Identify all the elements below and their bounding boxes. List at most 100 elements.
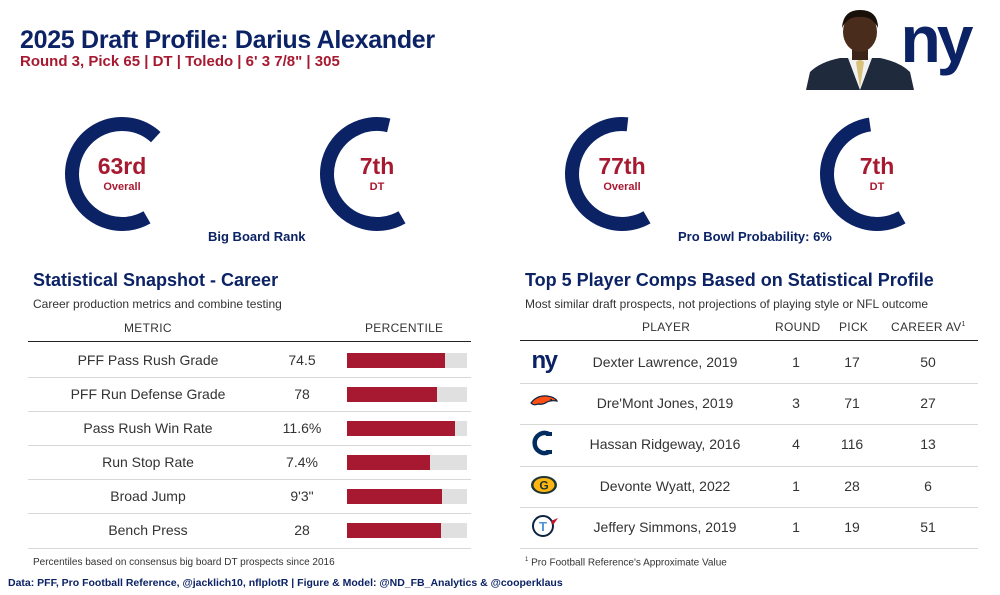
comps-title: Top 5 Player Comps Based on Statistical … — [525, 270, 934, 290]
row-divider — [520, 465, 978, 467]
big-board-caption: Big Board Rank — [208, 229, 306, 244]
comps-pick: 71 — [844, 395, 860, 412]
row-divider — [28, 445, 471, 446]
snapshot-header-rule — [28, 341, 471, 342]
comps-pick: 116 — [840, 436, 864, 453]
big-board-position-caption: DT — [369, 181, 385, 193]
snapshot-metric: Pass Rush Win Rate — [83, 420, 213, 436]
pro-bowl-position-ring — [820, 117, 934, 231]
page-title: 2025 Draft Profile: Darius Alexander — [20, 26, 435, 54]
svg-text:ny: ny — [900, 10, 973, 76]
snapshot-value: 28 — [294, 522, 310, 538]
broncos-logo-icon — [529, 389, 559, 415]
comps-round: 1 — [792, 354, 800, 370]
svg-text:T: T — [539, 519, 547, 534]
comps-col-av-text: CAREER AV — [891, 320, 962, 334]
titans-logo-icon: T — [529, 513, 559, 539]
comps-footnote: 1 Pro Football Reference's Approximate V… — [525, 557, 727, 568]
big-board-overall-ring — [65, 117, 179, 231]
comps-player: Hassan Ridgeway, 2016 — [589, 436, 741, 453]
comps-footnote-mark: 1 — [525, 557, 529, 563]
svg-text:ny: ny — [531, 348, 558, 374]
comps-career-av: 27 — [920, 395, 936, 412]
table-bottom-rule — [28, 548, 471, 549]
comps-player: Dre'Mont Jones, 2019 — [596, 395, 734, 412]
big-board-position-ring — [320, 117, 434, 231]
pro-bowl-overall-label: 77th Overall — [557, 153, 687, 193]
big-board-position-label: 7th DT — [312, 153, 442, 193]
comps-col-player: PLAYER — [642, 320, 691, 334]
comps-player: Jeffery Simmons, 2019 — [593, 518, 737, 535]
percentile-bar-track — [347, 523, 467, 538]
comps-footnote-text: Pro Football Reference's Approximate Val… — [531, 557, 727, 569]
snapshot-value: 74.5 — [288, 352, 316, 368]
snapshot-value: 11.6% — [282, 420, 322, 436]
pro-bowl-overall-caption: Overall — [603, 181, 641, 193]
snapshot-metric: PFF Run Defense Grade — [70, 386, 226, 402]
row-divider — [28, 377, 471, 378]
comps-player: Devonte Wyatt, 2022 — [599, 477, 731, 494]
snapshot-value: 7.4% — [286, 454, 318, 470]
percentile-bar-fill — [347, 353, 446, 368]
row-divider — [28, 479, 471, 480]
colts-logo-icon — [529, 430, 559, 456]
row-divider — [520, 506, 978, 508]
comps-pick: 19 — [844, 518, 860, 535]
comps-round: 3 — [792, 395, 800, 412]
percentile-bar-fill — [347, 387, 437, 402]
pro-bowl-position-value: 7th — [859, 153, 895, 179]
row-divider — [28, 513, 471, 514]
snapshot-footnote: Percentiles based on consensus big board… — [33, 557, 335, 568]
big-board-overall-label: 63rd Overall — [57, 153, 187, 193]
snapshot-subtitle: Career production metrics and combine te… — [33, 297, 282, 311]
percentile-bar-track — [347, 455, 467, 470]
percentile-bar-track — [347, 387, 467, 402]
row-divider — [520, 548, 978, 549]
credits-line: Data: PFF, Pro Football Reference, @jack… — [8, 577, 563, 589]
row-divider — [28, 411, 471, 412]
row-divider — [520, 424, 978, 426]
snapshot-title: Statistical Snapshot - Career — [33, 270, 279, 290]
percentile-bar-fill — [347, 421, 455, 436]
comps-career-av: 50 — [920, 354, 936, 370]
player-headshot — [806, 10, 914, 90]
snapshot-metric: Broad Jump — [110, 488, 186, 504]
snapshot-col-metric: METRIC — [124, 321, 172, 335]
big-board-position-value: 7th — [359, 153, 395, 179]
comps-career-av: 51 — [920, 518, 936, 535]
page-subtitle: Round 3, Pick 65 | DT | Toledo | 6' 3 7/… — [20, 53, 340, 70]
pro-bowl-overall-value: 77th — [598, 153, 646, 179]
pro-bowl-caption: Pro Bowl Probability: 6% — [678, 229, 832, 244]
snapshot-metric: Run Stop Rate — [102, 454, 194, 470]
comps-round: 1 — [792, 518, 800, 535]
snapshot-metric: Bench Press — [108, 522, 188, 538]
pro-bowl-position-caption: DT — [869, 181, 885, 193]
comps-pick: 17 — [844, 354, 860, 370]
svg-text:G: G — [539, 478, 548, 492]
comps-header-rule — [520, 340, 978, 341]
snapshot-value: 78 — [294, 386, 310, 402]
percentile-bar-fill — [347, 489, 442, 504]
comps-col-av-sup: 1 — [961, 321, 966, 328]
comps-col-av: CAREER AV1 — [891, 320, 966, 334]
packers-logo-icon: G — [529, 472, 559, 498]
big-board-overall-value: 63rd — [97, 153, 147, 179]
comps-career-av: 13 — [920, 436, 936, 453]
percentile-bar-track — [347, 353, 467, 368]
comps-pick: 28 — [844, 477, 860, 494]
percentile-bar-fill — [347, 455, 430, 470]
giants-logo: ny — [900, 10, 977, 76]
comps-player: Dexter Lawrence, 2019 — [592, 354, 738, 370]
comps-col-pick: PICK — [839, 320, 869, 334]
snapshot-value: 9'3" — [290, 488, 314, 504]
percentile-bar-track — [347, 421, 467, 436]
row-divider — [520, 383, 978, 385]
pro-bowl-position-label: 7th DT — [812, 153, 942, 193]
big-board-overall-caption: Overall — [103, 181, 141, 193]
percentile-bar-fill — [347, 523, 441, 538]
comps-col-round: ROUND — [775, 320, 821, 334]
percentile-bar-track — [347, 489, 467, 504]
pro-bowl-overall-ring — [565, 117, 679, 231]
snapshot-col-percentile: PERCENTILE — [365, 321, 444, 335]
comps-round: 4 — [792, 436, 800, 453]
